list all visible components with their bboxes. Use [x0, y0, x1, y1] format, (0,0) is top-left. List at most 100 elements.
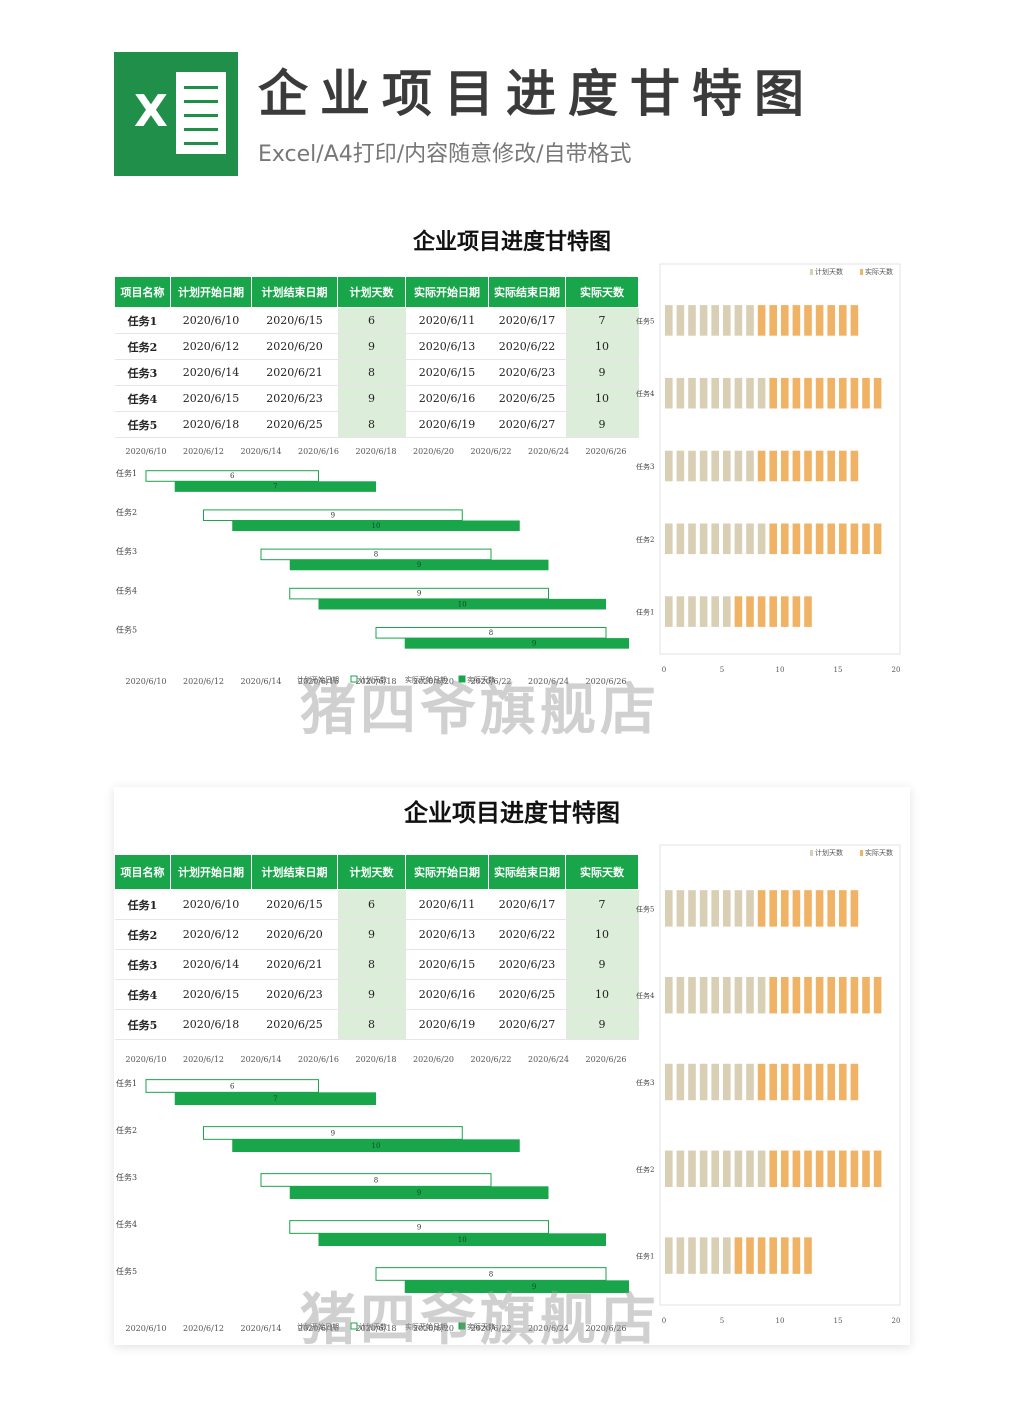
table-cell: 任务5: [114, 411, 171, 438]
gantt-plan-bar: [260, 1173, 492, 1187]
gantt-x-tick: 2020/6/24: [528, 1324, 569, 1333]
plan-segment: [699, 596, 708, 627]
actual-segment: [734, 596, 743, 627]
plan-segment: [699, 450, 708, 482]
gantt-x-tick: 2020/6/26: [585, 1324, 626, 1333]
table-cell: 2020/6/19: [405, 1009, 489, 1040]
gantt-legend-label: 实际天数: [467, 675, 495, 684]
plan-segment: [665, 377, 673, 409]
bar-legend-label: 计划天数: [815, 848, 843, 857]
actual-segment: [815, 523, 824, 555]
plan-segment: [734, 1150, 743, 1188]
bar-category-label: 任务5: [636, 904, 654, 913]
plan-segment: [746, 1150, 754, 1188]
bar-category-label: 任务2: [636, 535, 654, 544]
plan-segment: [757, 523, 766, 555]
table-cell: 2020/6/27: [488, 1009, 566, 1040]
actual-segment: [850, 976, 859, 1014]
sheet-icon: [176, 72, 226, 154]
gantt-x-tick: 2020/6/22: [470, 677, 511, 686]
actual-segment: [827, 377, 835, 409]
gantt-actual-bar: [232, 1139, 520, 1153]
gantt-plan-label: 9: [331, 1130, 335, 1138]
gantt-actual-bar: [232, 520, 520, 532]
table-cell: 2020/6/14: [170, 949, 252, 980]
plan-segment: [757, 377, 766, 409]
gantt-actual-bar: [174, 481, 376, 492]
gantt-x-tick: 2020/6/22: [470, 1324, 511, 1333]
table-cell: 任务5: [114, 1009, 171, 1040]
plan-segment: [711, 450, 719, 482]
table-cell: 2020/6/23: [488, 949, 566, 980]
actual-segment: [769, 523, 777, 555]
plan-segment: [676, 523, 685, 555]
plan-segment: [734, 890, 743, 927]
plan-segment: [734, 523, 743, 555]
plan-segment: [757, 976, 766, 1014]
actual-segment: [839, 1063, 847, 1101]
preview-card-1: 企业项目进度甘特图 项目名称 计划开始日期 计划结束日期 计划天数 实际开始日期 实际结束日…: [114, 222, 910, 698]
actual-segment: [815, 1150, 824, 1188]
actual-segment: [862, 1150, 870, 1188]
gantt-category-label: 任务4: [116, 585, 137, 595]
plan-segment: [746, 305, 754, 336]
table-cell: 2020/6/11: [405, 889, 489, 920]
plan-segment: [699, 523, 708, 555]
actual-segment: [769, 450, 777, 482]
gantt-plan-bar: [145, 1079, 319, 1093]
bar-category-label: 任务2: [636, 1165, 654, 1174]
actual-segment: [757, 305, 766, 336]
gantt-x-tick: 2020/6/18: [355, 1055, 396, 1064]
table-cell: 任务3: [114, 359, 171, 386]
actual-segment: [769, 1063, 777, 1101]
plan-segment: [723, 305, 731, 336]
plot-frame: [659, 844, 901, 1306]
table-cell: 2020/6/15: [170, 385, 252, 412]
plan-segment: [665, 976, 673, 1014]
table-cell: 9: [565, 949, 639, 980]
plan-segment: [734, 450, 743, 482]
gantt-x-tick: 2020/6/12: [183, 677, 224, 686]
gantt-x-tick: 2020/6/12: [183, 447, 224, 456]
table-cell: 6: [337, 889, 406, 920]
actual-segment: [873, 377, 882, 409]
plan-segment: [734, 305, 743, 336]
logo-letter: X: [134, 86, 168, 137]
plan-segment: [711, 890, 719, 927]
gantt-category-label: 任务4: [116, 1219, 137, 1229]
actual-segment: [827, 1063, 835, 1101]
gantt-legend-label: 计划天数: [359, 1322, 387, 1331]
table-cell: 任务1: [114, 307, 171, 334]
gantt-legend-swatch: [350, 675, 358, 683]
table-row: 任务2 2020/6/12 2020/6/20 9 2020/6/13 2020/6/22…: [114, 333, 639, 360]
table-cell: 2020/6/16: [405, 979, 489, 1010]
table-row: 任务5 2020/6/18 2020/6/25 8 2020/6/19 2020/6/27…: [114, 1009, 639, 1040]
actual-segment: [804, 450, 812, 482]
actual-segment: [815, 976, 824, 1014]
actual-segment: [781, 976, 789, 1014]
gantt-x-tick: 2020/6/26: [585, 447, 626, 456]
gantt-plan-label: 9: [331, 511, 335, 519]
gantt-category-label: 任务3: [116, 546, 137, 556]
gantt-actual-label: 9: [417, 561, 421, 569]
table-cell: 2020/6/25: [488, 385, 566, 412]
column-header: 计划开始日期: [170, 854, 252, 890]
actual-segment: [757, 890, 766, 927]
gantt-x-tick: 2020/6/18: [355, 677, 396, 686]
gantt-legend-label: 计划开始日期: [297, 675, 339, 684]
plan-segment: [723, 596, 731, 627]
actual-segment: [804, 890, 812, 927]
actual-segment: [757, 450, 766, 482]
bar-x-tick: 20: [892, 1317, 901, 1325]
table-cell: 2020/6/23: [251, 385, 338, 412]
actual-segment: [873, 523, 882, 555]
plan-segment: [699, 890, 708, 927]
gantt-plan-label: 8: [374, 1177, 378, 1185]
bar-category-label: 任务1: [636, 608, 654, 617]
gantt-x-tick: 2020/6/14: [240, 677, 281, 686]
plan-segment: [746, 523, 754, 555]
gantt-x-tick: 2020/6/10: [125, 1324, 166, 1333]
plan-segment: [746, 377, 754, 409]
table-cell: 2020/6/27: [488, 411, 566, 438]
column-header: 项目名称: [114, 854, 171, 890]
